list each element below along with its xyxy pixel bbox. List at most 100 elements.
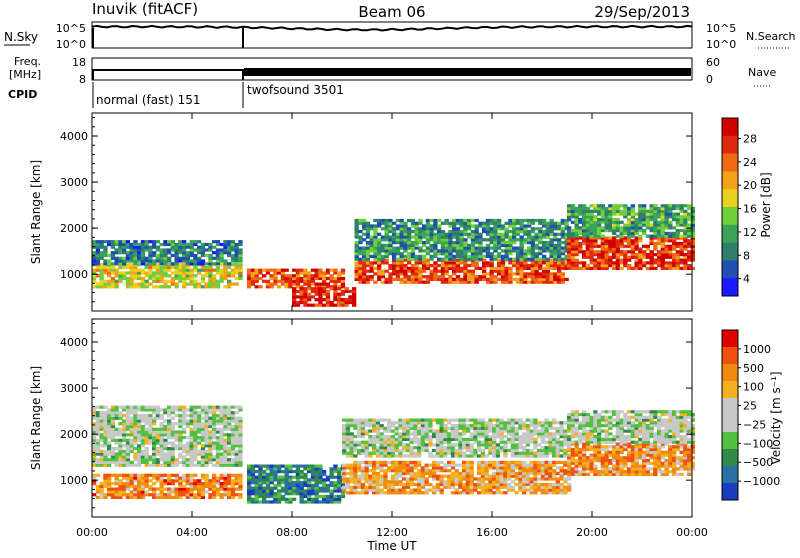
power-cell-711 <box>300 301 304 304</box>
velocity-cell-888 <box>212 411 216 414</box>
power-cell-1327 <box>392 247 396 250</box>
velocity-cell-489 <box>130 419 134 422</box>
power-cell-642 <box>303 271 307 274</box>
power-cell-2370 <box>620 221 624 224</box>
velocity-cell-187 <box>190 493 194 496</box>
velocity-cell-1851 <box>541 486 545 489</box>
velocity-cell-697 <box>175 458 179 461</box>
velocity-cell-1197 <box>300 487 304 490</box>
velocity-cell-1576 <box>436 475 440 478</box>
velocity-cell-690 <box>171 422 175 425</box>
power-cell-130 <box>160 274 164 277</box>
power-cell-426 <box>167 243 171 246</box>
power-cell-2250 <box>575 210 579 213</box>
power-cell-2208 <box>687 250 691 253</box>
velocity-cell-1896 <box>556 480 560 483</box>
power-cell-2039 <box>620 250 624 253</box>
velocity-cell-1201 <box>300 473 304 476</box>
velocity-cell-1728 <box>496 480 500 483</box>
velocity-cell-1619 <box>455 477 459 480</box>
power-cell-941 <box>433 275 437 278</box>
power-cell-842 <box>381 281 385 284</box>
power-cell-1010 <box>467 270 471 273</box>
velocity-cell-442 <box>122 455 126 458</box>
velocity-cell-1792 <box>518 469 522 472</box>
power-cell-1281 <box>377 244 381 247</box>
velocity-cell-2273 <box>451 424 455 427</box>
power-cell-101 <box>145 274 149 277</box>
power-cell-471 <box>190 240 194 243</box>
power-cell-2142 <box>665 267 669 270</box>
power-cell-236 <box>216 271 220 274</box>
velocity-cell-938 <box>223 442 227 445</box>
power-cell-1039 <box>486 281 490 284</box>
velocity-cell-1102 <box>270 500 274 503</box>
velocity-cell-988 <box>235 464 239 467</box>
velocity-cell-1436 <box>380 461 384 464</box>
power-cell-1788 <box>535 236 539 239</box>
velocity-cell-1237 <box>311 467 315 470</box>
velocity-cell-1526 <box>413 461 417 464</box>
power-cell-2140 <box>661 239 665 242</box>
velocity-cell-285 <box>238 482 242 485</box>
velocity-cell-354 <box>103 442 107 445</box>
power-cell-355 <box>133 262 137 265</box>
power-cell-716 <box>300 287 304 290</box>
velocity-cell-1542 <box>421 477 425 480</box>
power-cell-2419 <box>638 213 642 216</box>
velocity-cell-269 <box>231 490 235 493</box>
power-cell-1649 <box>493 258 497 261</box>
power-cell-2410 <box>635 218 639 221</box>
velocity-cell-2243 <box>443 446 447 449</box>
power-cell-1306 <box>385 230 389 233</box>
power-cell-751 <box>326 301 330 304</box>
power-cell-926 <box>422 261 426 264</box>
velocity-cell-1119 <box>273 484 277 487</box>
velocity-cell-445 <box>122 444 126 447</box>
velocity-cell-135 <box>160 474 164 477</box>
power-cell-1868 <box>561 241 565 244</box>
power-cell-1599 <box>475 236 479 239</box>
velocity-cell-959 <box>227 433 231 436</box>
velocity-cell-2294 <box>458 432 462 435</box>
power-cell-890 <box>407 281 411 284</box>
power-cell-598 <box>273 271 277 274</box>
velocity-cell-863 <box>208 436 212 439</box>
power-cell-216 <box>205 266 209 269</box>
power-cell-470 <box>190 243 194 246</box>
power-cell-64 <box>126 280 130 283</box>
power-cell-983 <box>456 281 460 284</box>
power-cell-1506 <box>448 244 452 247</box>
velocity-cell-299 <box>92 436 96 439</box>
power-cell-1587 <box>471 236 475 239</box>
power-cell-9 <box>96 274 100 277</box>
nsky-tick-bottom: 10^0 <box>56 38 86 51</box>
power-cell-1466 <box>433 219 437 222</box>
power-cell-1939 <box>586 267 590 270</box>
velocity-cell-295 <box>92 447 96 450</box>
power-cell-138 <box>163 271 167 274</box>
velocity-cell-2270 <box>451 432 455 435</box>
power-cell-119 <box>156 285 160 288</box>
power-cell-1094 <box>516 281 520 284</box>
velocity-cell-622 <box>156 406 160 409</box>
power-cell-2514 <box>676 235 680 238</box>
power-cell-2508 <box>672 226 676 229</box>
velocity-cell-806 <box>197 428 201 431</box>
velocity-cell-483 <box>130 439 134 442</box>
power-cell-1695 <box>505 227 509 230</box>
velocity-cell-237 <box>212 474 216 477</box>
velocity-cell-1405 <box>372 489 376 492</box>
velocity-cell-1252 <box>315 465 319 468</box>
power-cell-370 <box>137 243 141 246</box>
power-cell-1816 <box>546 258 550 261</box>
velocity-cell-2232 <box>440 438 444 441</box>
velocity-cell-1505 <box>406 464 410 467</box>
velocity-cell-879 <box>212 436 216 439</box>
velocity-cell-1959 <box>350 441 354 444</box>
power-cell-650 <box>311 283 315 286</box>
velocity-cell-2007 <box>365 424 369 427</box>
power-cell-1409 <box>418 255 422 258</box>
power-cell-2468 <box>657 221 661 224</box>
velocity-cell-1572 <box>436 489 440 492</box>
